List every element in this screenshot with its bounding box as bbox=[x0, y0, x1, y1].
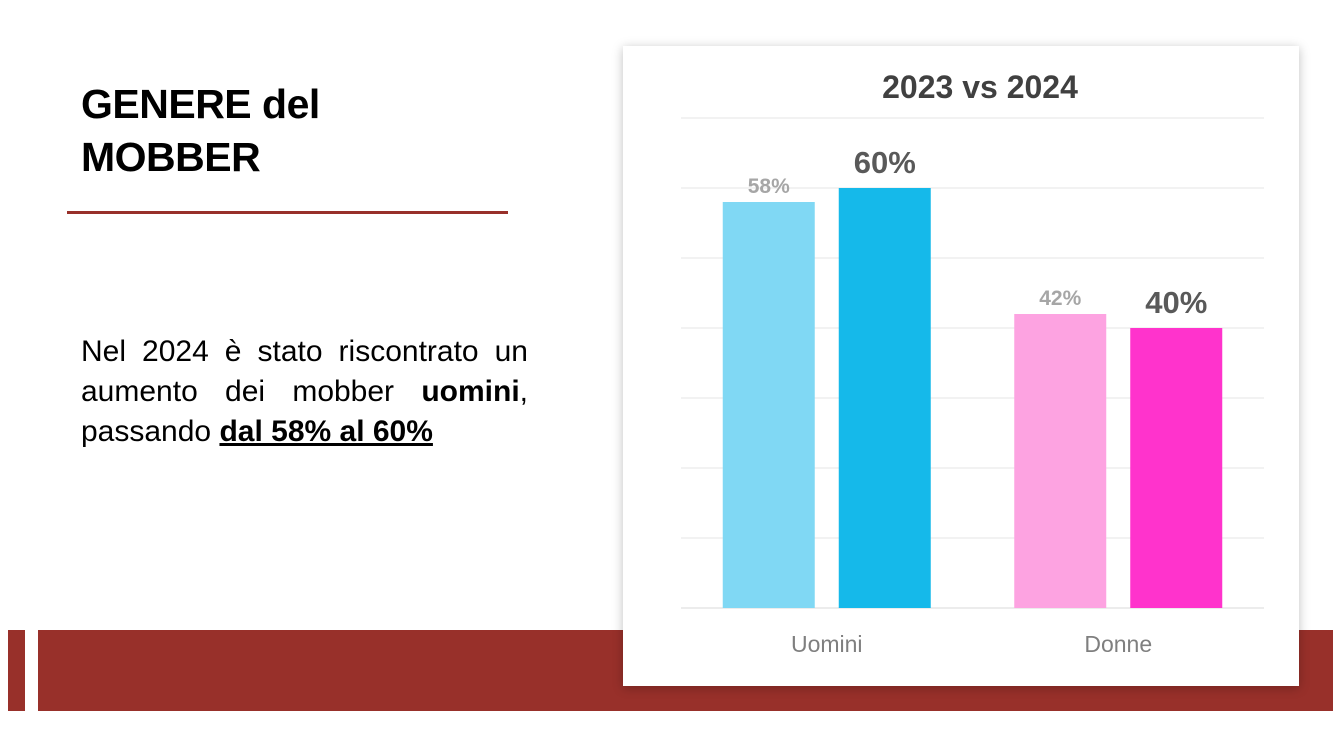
bar-donne-series1 bbox=[1014, 314, 1107, 608]
data-label-donne-series2: 40% bbox=[1145, 285, 1207, 320]
body-paragraph: Nel 2024 è stato riscontrato un aumento … bbox=[81, 332, 528, 452]
bar-chart: 2023 vs 2024 58% 60% 42% 40% Uomini Donne bbox=[681, 69, 1264, 657]
bar-donne-series2 bbox=[1130, 328, 1223, 608]
slide-title: GENERE del MOBBER bbox=[81, 78, 521, 184]
body-text-part2: , passando bbox=[81, 375, 528, 448]
chart-card: 2023 vs 2024 58% 60% 42% 40% Uomini Donne bbox=[623, 46, 1299, 686]
data-label-donne-series1: 42% bbox=[1039, 287, 1081, 310]
data-label-uomini-series2: 60% bbox=[854, 145, 916, 180]
x-tick-label-donne: Donne bbox=[1084, 631, 1152, 657]
slide-title-line2: MOBBER bbox=[81, 134, 261, 180]
bar-uomini-series2 bbox=[838, 188, 931, 608]
body-text-bold: uomini bbox=[421, 375, 520, 408]
chart-title: 2023 vs 2024 bbox=[882, 69, 1078, 105]
footer-band-accent bbox=[8, 630, 25, 711]
body-text-part1: Nel 2024 è stato riscontrato un aumento … bbox=[81, 335, 528, 408]
x-tick-label-uomini: Uomini bbox=[791, 631, 863, 657]
slide-title-line1: GENERE del bbox=[81, 81, 320, 127]
bar-uomini-series1 bbox=[722, 202, 815, 608]
title-divider bbox=[67, 211, 508, 214]
data-label-uomini-series1: 58% bbox=[748, 175, 790, 198]
body-text-highlight: dal 58% al 60% bbox=[219, 415, 433, 448]
